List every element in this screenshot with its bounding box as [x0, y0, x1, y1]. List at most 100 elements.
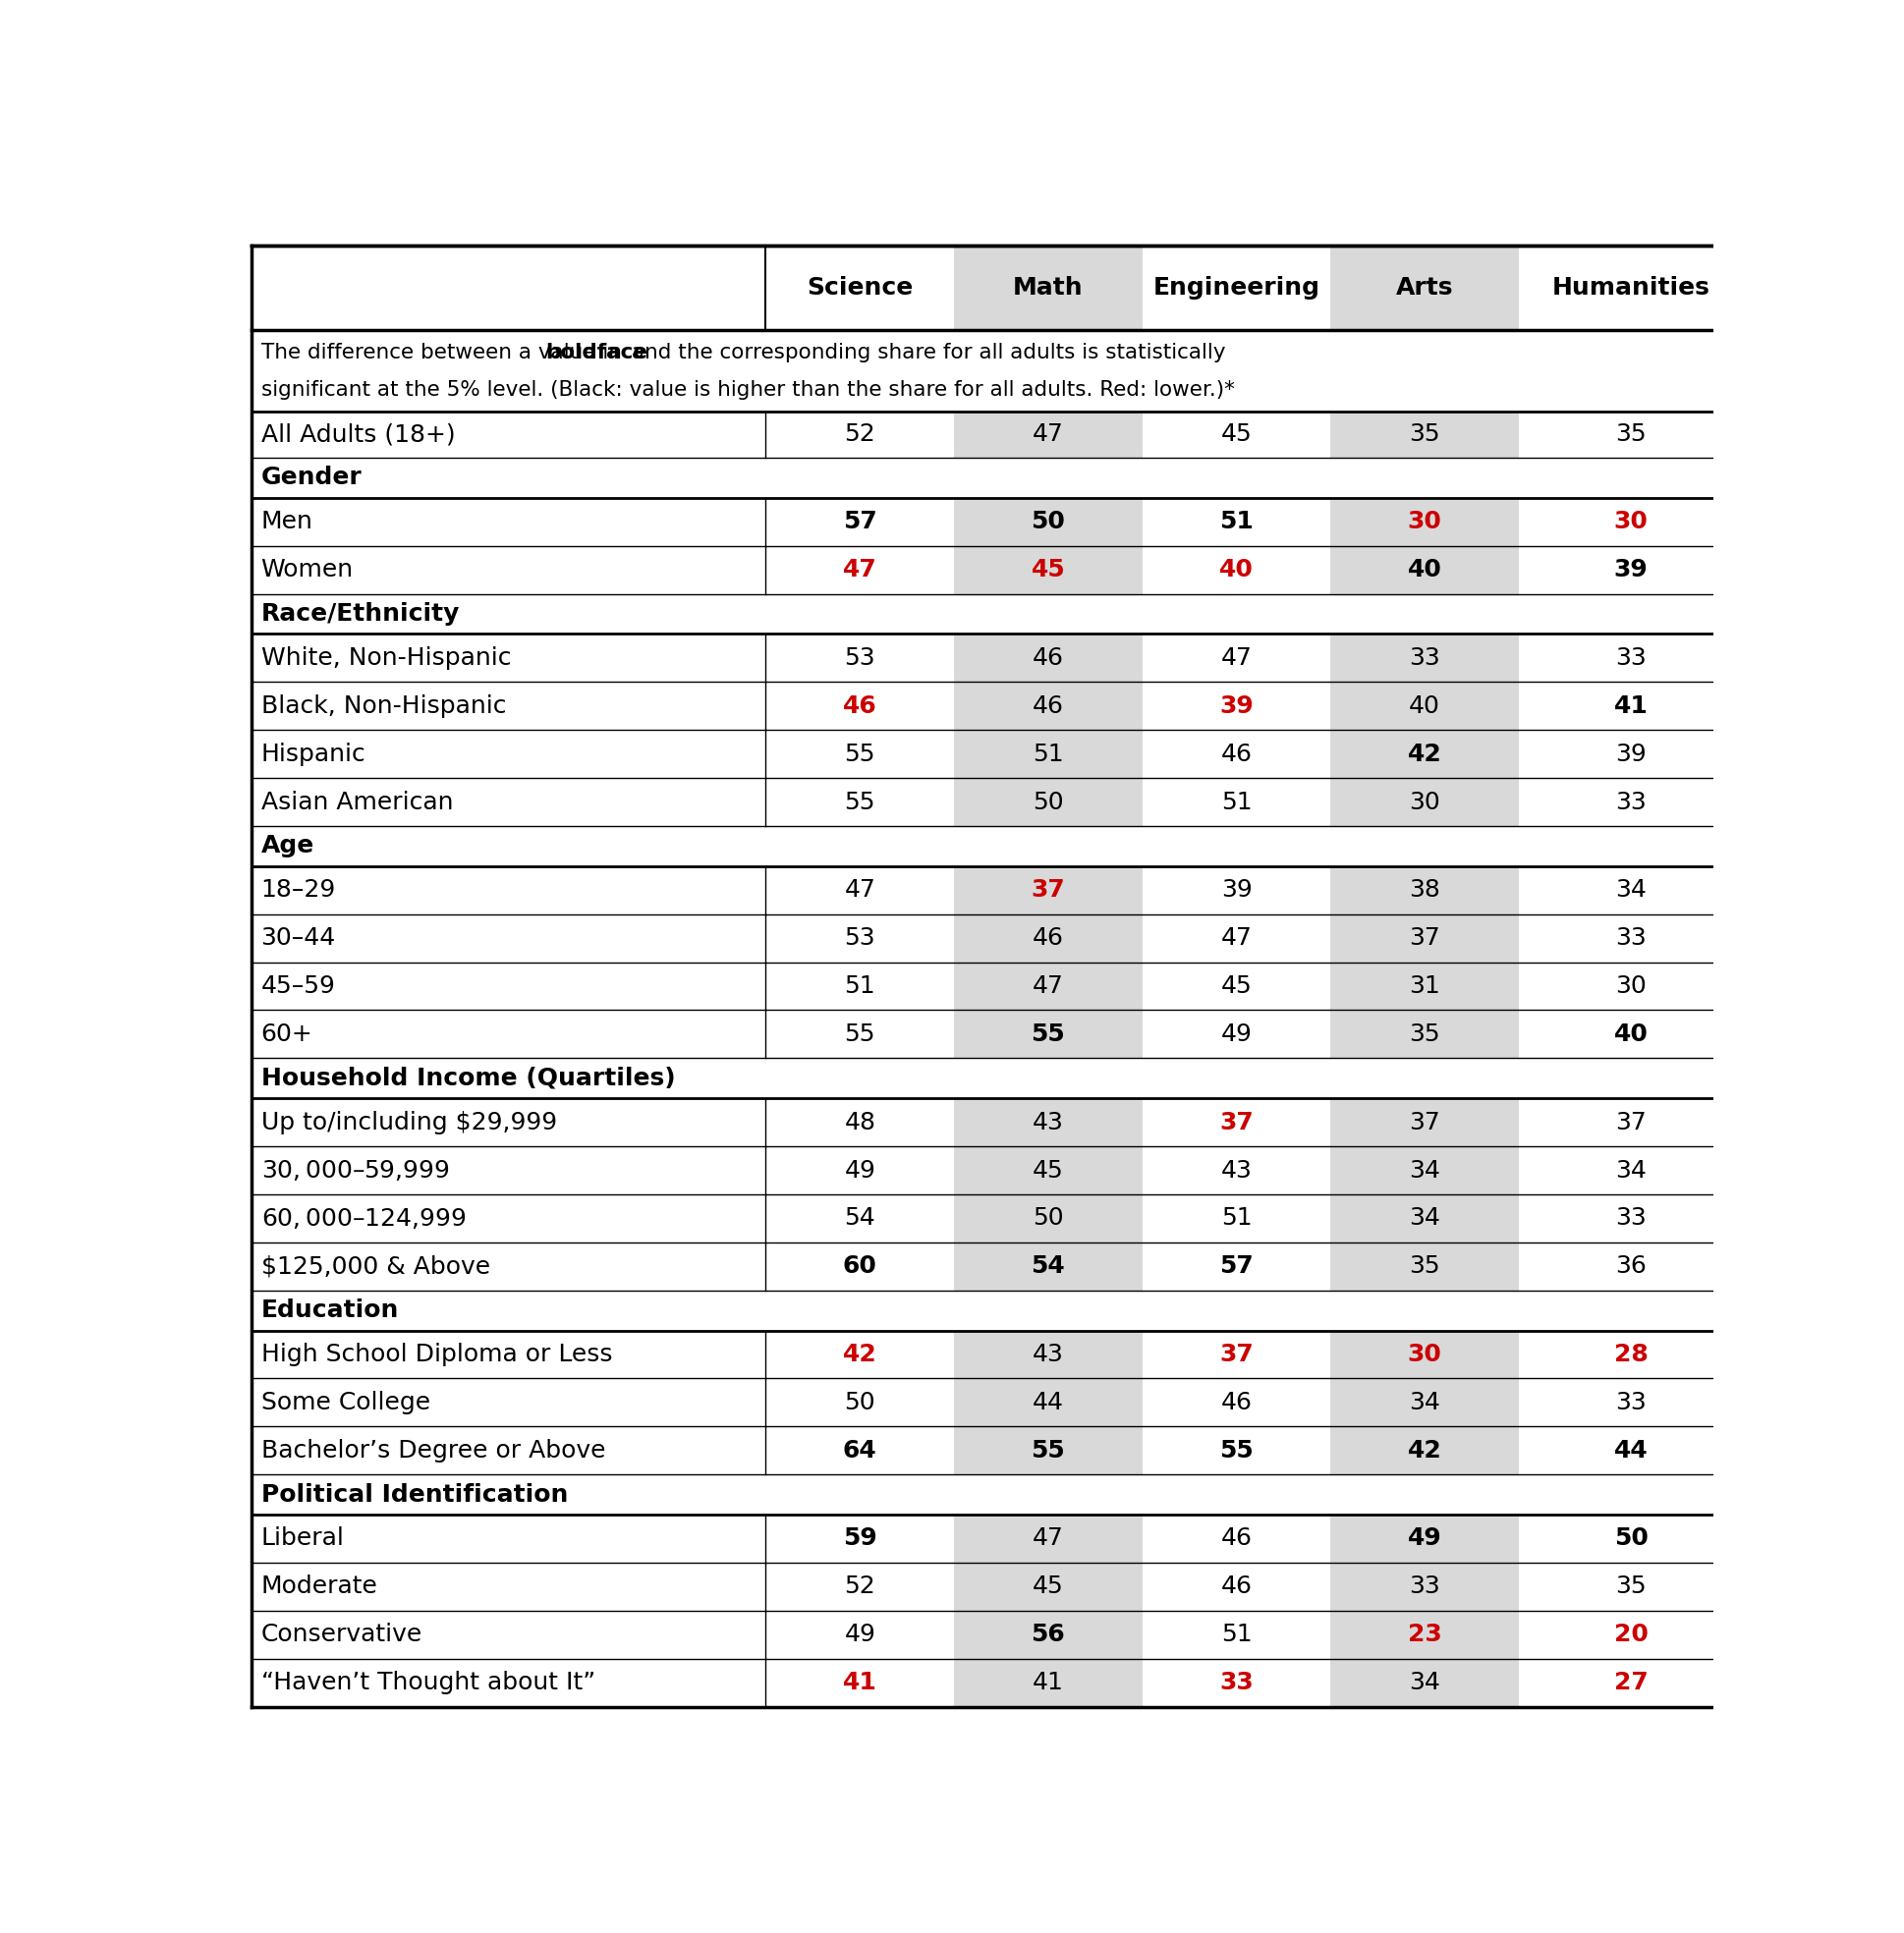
Text: 41: 41 — [1032, 1670, 1064, 1695]
Text: 37: 37 — [1409, 926, 1439, 949]
Bar — [251, 458, 765, 499]
Bar — [251, 682, 765, 731]
Bar — [954, 777, 1142, 825]
Text: 46: 46 — [1220, 1575, 1253, 1599]
Bar — [1142, 1475, 1331, 1515]
Bar — [251, 331, 1744, 412]
Bar — [954, 412, 1142, 458]
Bar — [1142, 245, 1331, 331]
Bar — [765, 866, 954, 914]
Bar — [765, 412, 954, 458]
Bar — [954, 1057, 1142, 1098]
Bar — [765, 1243, 954, 1291]
Bar — [765, 1427, 954, 1475]
Bar — [1331, 682, 1519, 731]
Text: 37: 37 — [1409, 1110, 1439, 1135]
Text: 51: 51 — [1032, 742, 1064, 765]
Text: 23: 23 — [1407, 1624, 1441, 1647]
Text: Bachelor’s Degree or Above: Bachelor’s Degree or Above — [261, 1438, 605, 1463]
Text: 55: 55 — [1032, 1438, 1064, 1463]
Bar — [1331, 777, 1519, 825]
Text: 30–44: 30–44 — [261, 926, 335, 949]
Text: 41: 41 — [843, 1670, 878, 1695]
Text: Math: Math — [1013, 276, 1083, 300]
Text: 33: 33 — [1615, 791, 1647, 814]
Bar — [765, 245, 954, 331]
Bar — [954, 499, 1142, 545]
Bar — [1331, 593, 1519, 634]
Text: 46: 46 — [1220, 1527, 1253, 1550]
Bar — [1331, 1330, 1519, 1378]
Bar — [1519, 634, 1744, 682]
Bar — [765, 1146, 954, 1195]
Bar — [1331, 1475, 1519, 1515]
Bar — [765, 634, 954, 682]
Bar — [251, 1291, 765, 1330]
Text: 45: 45 — [1220, 974, 1253, 997]
Bar — [1331, 458, 1519, 499]
Text: 55: 55 — [845, 791, 876, 814]
Bar — [954, 682, 1142, 731]
Text: 49: 49 — [843, 1158, 876, 1183]
Text: 42: 42 — [1407, 1438, 1441, 1463]
Bar — [1331, 1098, 1519, 1146]
Bar — [765, 963, 954, 1011]
Text: 44: 44 — [1032, 1390, 1064, 1415]
Text: 30: 30 — [1407, 1343, 1441, 1367]
Bar — [765, 545, 954, 593]
Text: 51: 51 — [1220, 1206, 1253, 1229]
Bar — [765, 1330, 954, 1378]
Text: 50: 50 — [843, 1390, 876, 1415]
Text: 46: 46 — [843, 694, 878, 717]
Bar — [1519, 1475, 1744, 1515]
Text: All Adults (18+): All Adults (18+) — [261, 423, 455, 447]
Text: 37: 37 — [1219, 1110, 1253, 1135]
Bar — [1331, 731, 1519, 777]
Text: 37: 37 — [1615, 1110, 1647, 1135]
Text: 30: 30 — [1407, 510, 1441, 534]
Bar — [1519, 1146, 1744, 1195]
Text: 46: 46 — [1032, 646, 1064, 669]
Bar — [765, 1475, 954, 1515]
Text: 56: 56 — [1032, 1624, 1064, 1647]
Text: 51: 51 — [1220, 1624, 1253, 1647]
Text: Moderate: Moderate — [261, 1575, 377, 1599]
Text: $30,000–$59,999: $30,000–$59,999 — [261, 1158, 449, 1183]
Bar — [1519, 1330, 1744, 1378]
Text: 49: 49 — [1407, 1527, 1441, 1550]
Bar — [251, 1243, 765, 1291]
Text: 46: 46 — [1032, 926, 1064, 949]
Bar — [1331, 1011, 1519, 1057]
Bar — [251, 1195, 765, 1243]
Bar — [1142, 1515, 1331, 1562]
Text: 48: 48 — [843, 1110, 876, 1135]
Text: boldface: boldface — [546, 342, 647, 361]
Text: 27: 27 — [1615, 1670, 1649, 1695]
Text: 47: 47 — [1220, 926, 1253, 949]
Bar — [765, 777, 954, 825]
Bar — [954, 1291, 1142, 1330]
Text: 45: 45 — [1032, 559, 1064, 582]
Text: 53: 53 — [843, 926, 876, 949]
Text: significant at the 5% level. (Black: value is higher than the share for all adul: significant at the 5% level. (Black: val… — [261, 381, 1234, 400]
Bar — [954, 1098, 1142, 1146]
Bar — [1331, 1146, 1519, 1195]
Text: Household Income (Quartiles): Household Income (Quartiles) — [261, 1067, 676, 1090]
Text: 43: 43 — [1032, 1110, 1064, 1135]
Bar — [1142, 1243, 1331, 1291]
Text: 35: 35 — [1409, 423, 1439, 447]
Text: 55: 55 — [1032, 1023, 1064, 1046]
Bar — [954, 1011, 1142, 1057]
Text: 55: 55 — [845, 1023, 876, 1046]
Bar — [765, 593, 954, 634]
Text: Up to/including $29,999: Up to/including $29,999 — [261, 1110, 556, 1135]
Text: Arts: Arts — [1396, 276, 1453, 300]
Bar — [251, 499, 765, 545]
Bar — [1519, 731, 1744, 777]
Bar — [765, 682, 954, 731]
Text: 45: 45 — [1220, 423, 1253, 447]
Text: Political Identification: Political Identification — [261, 1483, 567, 1506]
Text: 39: 39 — [1219, 694, 1253, 717]
Bar — [251, 1011, 765, 1057]
Bar — [251, 731, 765, 777]
